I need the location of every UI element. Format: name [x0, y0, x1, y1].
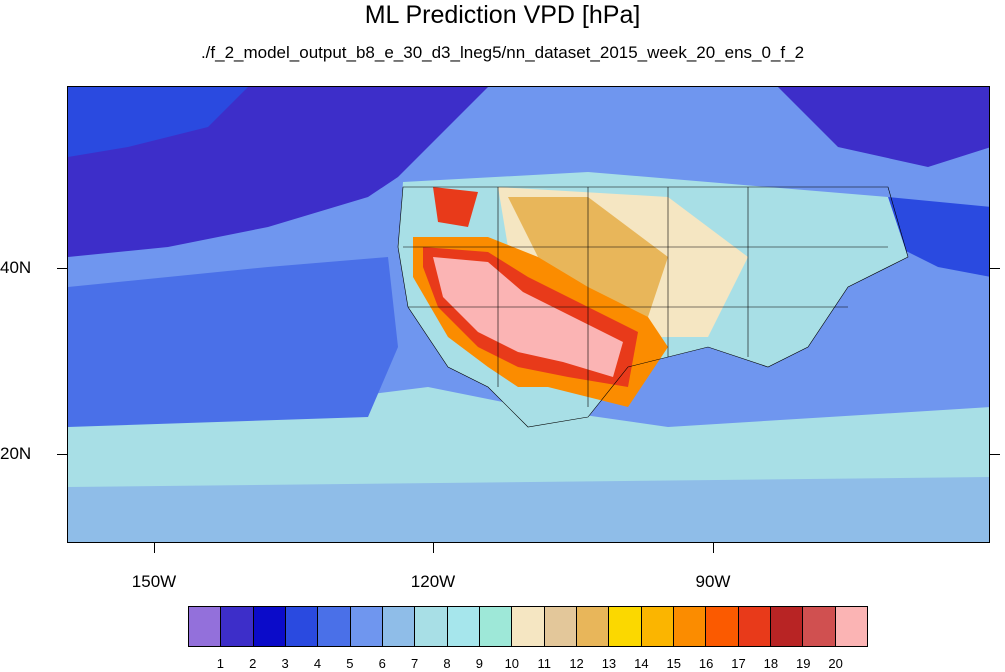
- colorbar-label: 18: [763, 656, 779, 671]
- colorbar-swatch: [673, 607, 707, 646]
- map-title: ML Prediction VPD [hPa]: [364, 1, 641, 29]
- colorbar-swatch: [738, 607, 771, 646]
- colorbar-label: 17: [731, 656, 746, 671]
- colorbar-label: 10: [504, 656, 520, 671]
- colorbar-label: 13: [601, 656, 617, 671]
- colorbar-swatch: [641, 607, 674, 646]
- lon-tick-150w: [154, 543, 155, 553]
- colorbar-label: 20: [828, 656, 843, 671]
- vpd-colorbar: [188, 606, 868, 647]
- colorbar-swatch: [576, 607, 610, 646]
- nw-blue-region: [68, 87, 248, 157]
- lon-label-90w: 90W: [695, 572, 731, 591]
- colorbar-label: 14: [634, 656, 649, 671]
- colorbar-label: 4: [313, 656, 322, 671]
- pacific-mid-region: [68, 257, 398, 427]
- colorbar-swatch: [835, 607, 867, 646]
- lon-tick-120w: [433, 543, 434, 553]
- ne-dark-region: [778, 87, 989, 167]
- atlantic-blue-region: [888, 197, 989, 277]
- colorbar-label: 15: [666, 656, 681, 671]
- colorbar-swatch: [512, 607, 545, 646]
- lon-label-150w: 150W: [131, 572, 177, 591]
- colorbar-label: 11: [537, 656, 551, 671]
- colorbar-label: 6: [378, 656, 386, 671]
- colorbar-swatch: [803, 607, 836, 646]
- colorbar-swatch: [609, 607, 642, 646]
- colorbar-swatch: [253, 607, 286, 646]
- colorbar-swatch: [706, 607, 739, 646]
- map-subtitle: ./f_2_model_output_b8_e_30_d3_lneg5/nn_d…: [200, 43, 805, 62]
- lat-label-40n: 40N: [0, 258, 32, 277]
- colorbar-swatch: [350, 607, 383, 646]
- state-outlines: [397, 186, 909, 428]
- colorbar-label: 9: [475, 656, 484, 671]
- colorbar-swatch: [285, 607, 319, 646]
- colorbar-swatch: [318, 607, 351, 646]
- colorbar-swatch: [221, 607, 254, 646]
- lat-tick-20n-right: [990, 454, 1000, 455]
- colorbar-label: 8: [443, 656, 451, 671]
- colorbar-label: 12: [569, 656, 584, 671]
- lat-label-20n: 20N: [0, 444, 32, 463]
- lat-tick-20n: [57, 454, 67, 455]
- colorbar-label: 7: [411, 656, 419, 671]
- lon-label-120w: 120W: [410, 572, 456, 591]
- colorbar-swatch: [770, 607, 804, 646]
- lon-tick-90w: [713, 543, 714, 553]
- vpd-map: [67, 86, 990, 543]
- colorbar-label: 19: [796, 656, 811, 671]
- colorbar-label: 16: [698, 656, 714, 671]
- lat-tick-40n: [57, 268, 67, 269]
- map-field-svg: [68, 87, 989, 542]
- southwest-pink-region: [433, 257, 623, 377]
- colorbar-swatch: [479, 607, 513, 646]
- south-pale-region: [68, 477, 989, 542]
- colorbar-swatch: [544, 607, 577, 646]
- lat-tick-40n-right: [990, 268, 1000, 269]
- colorbar-label: 1: [216, 656, 224, 671]
- colorbar-label: 2: [249, 656, 257, 671]
- colorbar-swatch: [415, 607, 448, 646]
- colorbar-label: 5: [346, 656, 354, 671]
- colorbar-swatch: [447, 607, 480, 646]
- colorbar-swatch: [382, 607, 416, 646]
- colorbar-swatch: [189, 607, 222, 646]
- northwest-red-region: [433, 187, 478, 227]
- colorbar-label: 3: [281, 656, 289, 671]
